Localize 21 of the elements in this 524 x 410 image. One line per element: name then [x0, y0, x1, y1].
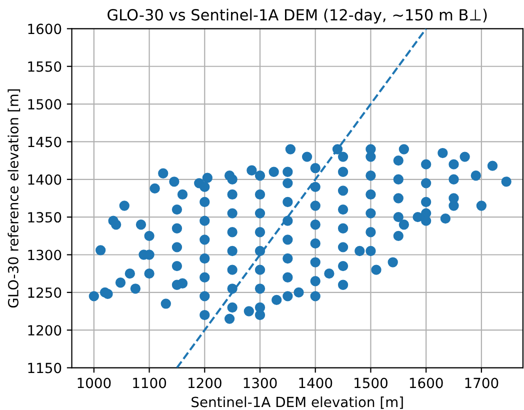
y-tick-label: 1550 — [28, 61, 62, 72]
x-tick-label: 1400 — [299, 378, 332, 388]
y-tick-label: 1450 — [28, 136, 62, 148]
y-tick-label: 1200 — [28, 325, 62, 336]
y-tick-label: 1500 — [28, 99, 62, 110]
y-tick-label: 1600 — [28, 24, 62, 34]
x-axis-title: Sentinel-1A DEM elevation [m] — [192, 396, 403, 409]
x-tick-label: 1300 — [244, 378, 277, 388]
y-tick-label: 1400 — [28, 174, 62, 185]
y-tick-label: 1300 — [28, 250, 62, 260]
x-tick-label: 1600 — [410, 378, 443, 388]
y-tick-label: 1150 — [28, 362, 62, 374]
x-tick-label: 1200 — [188, 378, 222, 388]
y-tick-label: 1350 — [28, 212, 62, 223]
x-tick-label: 1100 — [133, 378, 166, 388]
x-tick-label: 1000 — [78, 378, 111, 388]
x-tick-label: 1700 — [465, 378, 498, 388]
x-tick-label: 1500 — [354, 378, 388, 388]
chart-title: GLO-30 vs Sentinel-1A DEM (12-day, ~150 m B⊥) — [108, 8, 487, 24]
y-tick-label: 1250 — [28, 287, 62, 298]
y-axis-title: GLO-30 reference elevation [m] — [8, 89, 20, 308]
